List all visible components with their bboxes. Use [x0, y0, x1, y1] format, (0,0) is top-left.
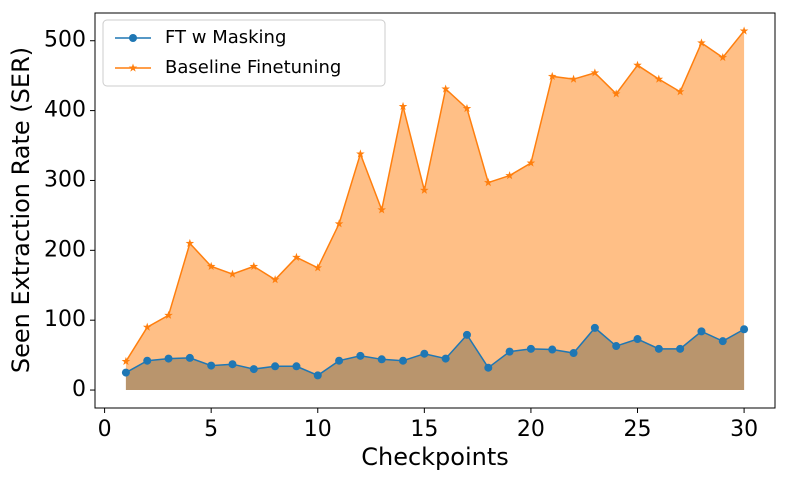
marker [569, 349, 578, 358]
marker [249, 365, 258, 374]
marker [697, 327, 706, 336]
marker [612, 342, 621, 351]
y-tick-label: 100 [44, 307, 86, 332]
marker [569, 74, 578, 83]
marker [441, 354, 450, 363]
plot-frame [94, 12, 776, 409]
x-tick-label: 5 [204, 417, 218, 442]
x-tick-label: 20 [517, 417, 545, 442]
marker [164, 310, 173, 319]
marker [207, 361, 216, 370]
marker [292, 362, 301, 371]
marker [676, 344, 685, 353]
marker [334, 219, 344, 228]
marker [420, 185, 429, 194]
marker [399, 356, 408, 365]
marker [505, 347, 514, 356]
marker [740, 325, 749, 334]
marker [462, 104, 472, 113]
x-tick-label: 10 [304, 417, 332, 442]
marker [164, 354, 173, 363]
marker [590, 68, 600, 77]
y-tick-label: 300 [44, 167, 86, 192]
marker [654, 344, 663, 353]
y-tick-label: 200 [44, 237, 86, 262]
marker [718, 53, 728, 62]
x-tick-label: 25 [624, 417, 652, 442]
y-tick-label: 500 [44, 28, 86, 53]
x-axis-label: Checkpoints [361, 443, 509, 471]
marker [697, 38, 706, 47]
x-tick-label: 0 [98, 417, 112, 442]
marker [654, 74, 664, 83]
area-fill [125, 30, 745, 391]
marker [377, 205, 386, 214]
marker [228, 269, 237, 278]
marker [228, 360, 237, 369]
marker [143, 356, 152, 365]
marker [185, 353, 194, 362]
legend-box [102, 19, 386, 87]
marker [335, 356, 344, 365]
marker [611, 89, 621, 98]
marker [675, 87, 685, 96]
marker [142, 322, 152, 331]
marker [313, 371, 322, 380]
legend-label: FT w Masking [165, 27, 286, 48]
marker [313, 263, 323, 272]
marker [292, 252, 301, 261]
marker [249, 261, 259, 271]
marker [398, 101, 408, 111]
y-tick-label: 0 [72, 377, 86, 402]
marker [356, 149, 365, 158]
marker [633, 60, 642, 69]
y-tick-label: 400 [44, 98, 86, 123]
marker [548, 345, 557, 354]
marker [526, 344, 535, 353]
marker [590, 323, 599, 332]
marker [484, 363, 493, 372]
marker [128, 63, 138, 72]
marker [377, 355, 386, 364]
marker [271, 362, 280, 371]
marker [547, 71, 557, 81]
marker [718, 337, 727, 346]
marker [356, 351, 365, 360]
marker [206, 261, 216, 271]
marker [484, 178, 493, 187]
marker [441, 84, 450, 93]
marker [739, 26, 749, 35]
area-fill [125, 327, 745, 391]
x-tick-label: 15 [410, 417, 438, 442]
marker [633, 335, 642, 344]
marker [462, 330, 471, 339]
marker [526, 158, 536, 167]
marker [121, 368, 130, 377]
marker [270, 275, 280, 284]
marker [121, 356, 131, 366]
marker [129, 34, 137, 42]
marker [505, 171, 514, 180]
marker [185, 238, 195, 247]
y-axis-label: Seen Extraction Rate (SER) [7, 47, 35, 373]
x-tick-label: 30 [730, 417, 758, 442]
marker [420, 349, 429, 358]
legend: FT w Masking Baseline Finetuning [102, 19, 386, 87]
legend-label: Baseline Finetuning [165, 57, 341, 78]
